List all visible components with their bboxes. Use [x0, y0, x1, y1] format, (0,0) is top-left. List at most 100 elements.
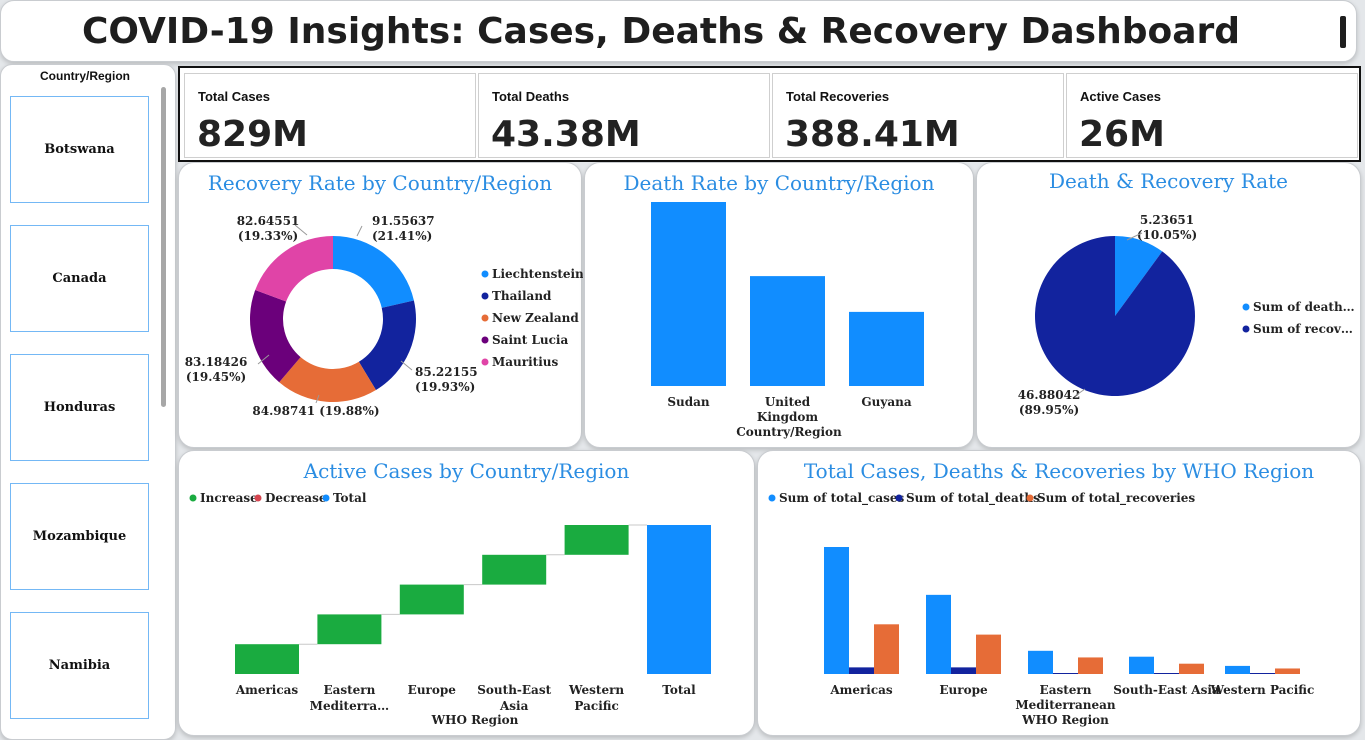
legend-item-label: Thailand	[492, 289, 552, 303]
legend-item-label: Total	[333, 491, 367, 505]
donut-slice	[358, 300, 416, 391]
x-tick-label: Americas	[235, 683, 299, 697]
data-label: (19.93%)	[415, 380, 475, 394]
bar	[874, 624, 899, 674]
slicer-item[interactable]: Botswana	[10, 96, 149, 203]
leader-line	[356, 225, 363, 237]
legend-item-label: Mauritius	[492, 355, 558, 369]
kpi-card-total-recoveries[interactable]: Total Recoveries 388.41M	[772, 73, 1064, 158]
legend-item-label: Sum of total_deaths	[906, 491, 1040, 506]
bar	[824, 547, 849, 674]
waterfall-total-bar	[647, 525, 711, 674]
legend-item-marker	[481, 314, 489, 322]
x-tick-label: Western	[568, 683, 624, 697]
death-recovery-chart[interactable]: 5.23651(10.05%) 46.88042(89.95%) Sum of de…	[977, 163, 1362, 449]
slicer-item[interactable]: Honduras	[10, 354, 149, 461]
chart-title: Recovery Rate by Country/Region	[207, 171, 553, 195]
leader-line	[1126, 232, 1143, 241]
country-slicer: Country/Region Botswana Canada Honduras …	[0, 64, 176, 740]
x-tick-label: Western Pacific	[1210, 683, 1315, 697]
x-tick-label: Kingdom	[757, 410, 818, 424]
leader-line	[1074, 388, 1086, 397]
kpi-label: Total Deaths	[492, 89, 570, 104]
bar	[1053, 673, 1078, 674]
slicer-item[interactable]: Mozambique	[10, 483, 149, 590]
legend-item-marker	[768, 494, 776, 502]
bar	[849, 311, 924, 386]
x-tick-label: United	[765, 395, 811, 409]
donut-slice	[279, 357, 376, 402]
slicer-item-label: Namibia	[48, 658, 111, 673]
x-tick-label: South-East	[477, 683, 551, 697]
waterfall-bar	[399, 584, 464, 615]
legend-item-marker	[895, 494, 903, 502]
x-tick-label: Eastern	[1040, 683, 1092, 697]
bar	[926, 594, 951, 674]
slicer-item[interactable]: Canada	[10, 225, 149, 332]
leader-line	[315, 394, 320, 404]
x-tick-label: Americas	[829, 683, 893, 697]
x-tick-label: Mediterra…	[310, 699, 389, 713]
x-tick-label: Asia	[499, 699, 529, 713]
kpi-value: 829M	[197, 114, 308, 155]
kpi-value: 43.38M	[491, 114, 641, 155]
legend-item-label: New Zealand	[492, 311, 579, 325]
legend-item-label: Sum of total_recoveries	[1037, 491, 1195, 506]
data-label: (10.05%)	[1137, 228, 1197, 242]
legend-item-label: Increase	[200, 491, 258, 505]
legend-item-marker	[481, 336, 489, 344]
kpi-label: Total Recoveries	[786, 89, 890, 104]
legend-item-label: Sum of recov…	[1253, 322, 1353, 336]
bar	[750, 276, 825, 386]
bar	[849, 667, 874, 674]
slicer-scrollbar[interactable]	[161, 87, 166, 407]
waterfall-bar	[235, 644, 299, 674]
data-label: 84.98741 (19.88%)	[252, 404, 379, 418]
recovery-rate-chart[interactable]: 91.55637(21.41%) 85.22155(19.93%) 84.98741…	[179, 163, 583, 449]
active-cases-card: Active Cases by Country/Region Increase D…	[178, 450, 755, 736]
x-tick-label: Sudan	[667, 395, 710, 409]
x-tick-label: Europe	[408, 683, 457, 697]
legend-item-marker	[189, 494, 197, 502]
kpi-label: Active Cases	[1080, 89, 1161, 104]
chart-title: Death & Recovery Rate	[1048, 169, 1289, 193]
data-label: (89.95%)	[1019, 403, 1079, 417]
death-recovery-card: Death & Recovery Rate 5.23651 (10.05%) 46.…	[976, 162, 1361, 448]
pie-slice	[1115, 236, 1163, 316]
legend-item-marker	[481, 292, 489, 300]
x-tick-label: Europe	[939, 683, 988, 697]
kpi-card-total-cases[interactable]: Total Cases 829M	[184, 73, 476, 158]
x-tick-label: South-East Asia	[1113, 683, 1220, 697]
chart-title: Total Cases, Deaths & Recoveries by WHO …	[803, 459, 1315, 483]
kpi-card-active-cases[interactable]: Active Cases 26M	[1066, 73, 1358, 158]
legend-item-label: Sum of total_cases	[779, 491, 905, 506]
x-tick-label: WHO Region	[1021, 713, 1109, 727]
legend-item-label: Sum of death…	[1253, 300, 1355, 314]
kpi-card-total-deaths[interactable]: Total Deaths 43.38M	[478, 73, 770, 158]
x-tick-label: Pacific	[574, 699, 618, 713]
slicer-item[interactable]: Namibia	[10, 612, 149, 719]
bar	[1154, 673, 1179, 674]
bar	[1179, 663, 1204, 674]
bar	[1225, 665, 1250, 674]
x-tick-label: Eastern	[323, 683, 375, 697]
slicer-item-label: Botswana	[44, 142, 115, 157]
bar	[976, 634, 1001, 674]
x-tick-label: Mediterranean	[1015, 698, 1116, 712]
legend-item-marker	[322, 494, 330, 502]
active-cases-chart[interactable]: Increase Decrease Total Americas Eastern Medi…	[179, 451, 756, 737]
legend-item-label: Liechtenstein	[492, 267, 583, 281]
slicer-item-label: Canada	[52, 271, 107, 286]
legend-item-label: Saint Lucia	[492, 333, 568, 347]
who-region-chart[interactable]: Sum of total_cases Sum of total_deathsSum…	[758, 451, 1362, 737]
x-tick-label: Guyana	[861, 395, 911, 409]
legend-item-label: Decrease	[265, 491, 327, 505]
chart-title: Death Rate by Country/Region	[623, 171, 935, 195]
data-label: 5.23651	[1140, 213, 1194, 227]
title-scrollbar[interactable]	[1340, 16, 1346, 48]
data-label: (19.33%)	[238, 229, 298, 243]
waterfall-bar	[482, 554, 547, 585]
legend-item-marker	[254, 494, 262, 502]
slicer-title: Country/Region	[40, 69, 130, 83]
